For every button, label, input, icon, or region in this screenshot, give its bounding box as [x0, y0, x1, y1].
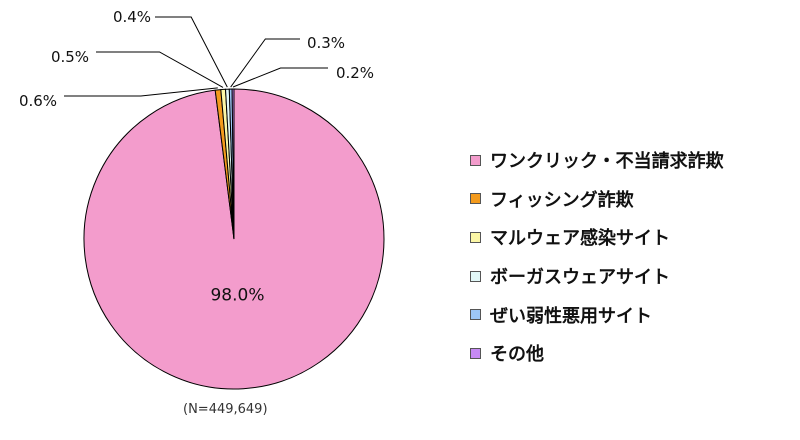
legend-item: フィッシング詐欺 — [470, 180, 724, 219]
legend-label: ワンクリック・不当請求詐欺 — [490, 151, 724, 173]
pie-slices — [83, 88, 385, 390]
legend: ワンクリック・不当請求詐欺 フィッシング詐欺 マルウェア感染サイト ボーガスウェ… — [470, 141, 724, 373]
leader-line — [232, 67, 328, 88]
leader-lines — [64, 16, 328, 97]
sample-size-note: (N=449,649) — [183, 402, 268, 417]
legend-swatch — [470, 309, 481, 321]
legend-swatch — [470, 231, 481, 243]
legend-swatch — [470, 154, 481, 166]
legend-item: ワンクリック・不当請求詐欺 — [470, 141, 724, 180]
legend-swatch — [470, 347, 481, 359]
data-label: 0.6% — [19, 92, 57, 110]
legend-item: ぜい弱性悪用サイト — [470, 295, 724, 334]
data-label: 0.4% — [113, 8, 151, 26]
data-label: 98.0% — [210, 285, 264, 305]
leader-line — [155, 16, 228, 88]
legend-swatch — [470, 193, 481, 205]
data-labels: 98.0% 0.6% 0.5% 0.4% 0.3% 0.2% — [19, 8, 374, 305]
data-label: 0.3% — [307, 34, 345, 52]
leader-line — [64, 87, 218, 97]
legend-item: マルウェア感染サイト — [470, 218, 724, 257]
data-label: 0.5% — [51, 48, 89, 66]
legend-label: ぜい弱性悪用サイト — [490, 305, 652, 327]
legend-item: ボーガスウェアサイト — [470, 257, 724, 296]
legend-swatch — [470, 270, 481, 282]
pie-slice — [231, 88, 235, 240]
leader-line — [96, 51, 224, 88]
legend-item: その他 — [470, 334, 724, 373]
legend-label: フィッシング詐欺 — [490, 189, 634, 211]
leader-line — [230, 38, 300, 88]
legend-label: その他 — [490, 344, 544, 366]
legend-label: マルウェア感染サイト — [490, 228, 670, 250]
legend-label: ボーガスウェアサイト — [490, 267, 670, 289]
data-label: 0.2% — [336, 64, 374, 82]
